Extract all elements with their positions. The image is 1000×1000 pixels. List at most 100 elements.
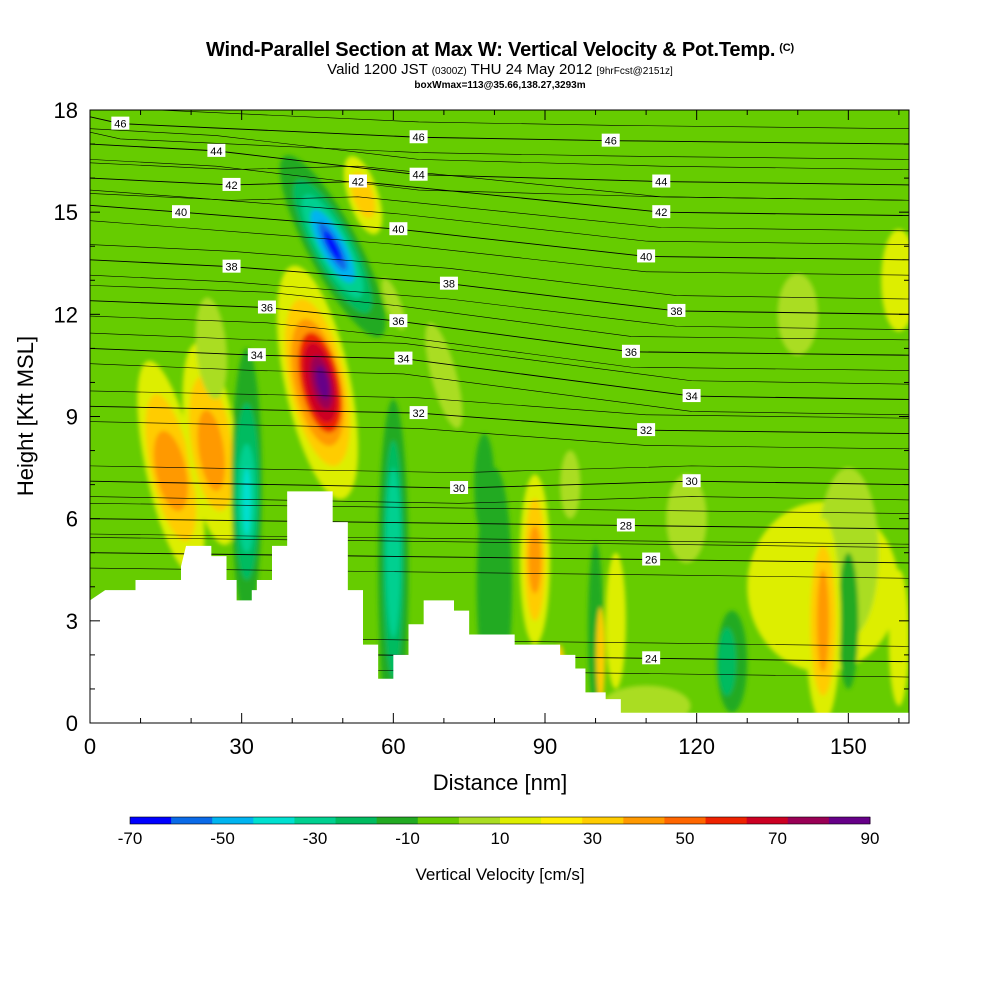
velocity-cell	[315, 365, 330, 400]
valid-utc: (0300Z)	[431, 66, 467, 77]
contour-label-box	[450, 481, 469, 495]
contour-label: 32	[412, 408, 424, 420]
theta-contour-minor	[90, 131, 909, 160]
x-tick-label: 90	[533, 734, 557, 759]
colorbar-tick-label: 90	[861, 829, 880, 848]
y-tick-label: 3	[66, 609, 78, 634]
contour-label-box	[409, 406, 428, 420]
velocity-cell	[195, 297, 228, 400]
x-tick-label: 0	[84, 734, 96, 759]
velocity-cell	[605, 552, 626, 689]
colorbar-tick-label: -50	[210, 829, 235, 848]
contour-label: 30	[685, 476, 697, 488]
contour-label-box	[616, 518, 635, 532]
contour-label-box	[172, 205, 190, 219]
colorbar-swatch	[253, 817, 295, 824]
contour-label: 44	[412, 170, 424, 182]
contour-label: 42	[352, 177, 364, 189]
theta-contour-minor	[90, 465, 909, 473]
x-tick-label: 150	[830, 734, 867, 759]
contour-label-box	[621, 344, 640, 358]
colorbar-swatch	[417, 817, 460, 824]
contour-label-box	[222, 259, 241, 273]
theta-contour-minor	[90, 159, 909, 201]
velocity-cell	[153, 430, 188, 512]
terrain	[90, 491, 909, 723]
valid-date: THU 24 May 2012	[470, 61, 593, 78]
contour-label-box	[439, 276, 458, 290]
y-axis-label: Height [Kft MSL]	[13, 336, 38, 496]
theta-contour-minor	[90, 421, 909, 450]
theta-contour-minor	[90, 193, 909, 232]
theta-contour-30	[90, 480, 909, 489]
valid-time: Valid 1200 JST	[327, 61, 428, 78]
contour-label: 40	[175, 207, 187, 219]
contour-label-box	[601, 133, 620, 147]
theta-contour-minor	[90, 533, 909, 545]
y-tick-label: 0	[66, 711, 78, 736]
velocity-cell	[425, 322, 463, 429]
colorbar-swatch	[294, 817, 337, 824]
contour-label: 36	[392, 316, 404, 328]
colorbar-swatch	[746, 817, 789, 824]
velocity-cell	[881, 229, 909, 332]
contour-label: 36	[625, 347, 637, 359]
contour-label-box	[257, 300, 276, 314]
copyright-mark: (C)	[779, 42, 794, 54]
contour-label: 42	[655, 207, 667, 219]
colorbar-tick-label: -10	[395, 829, 420, 848]
contour-label: 44	[655, 177, 667, 189]
contour-label-box	[409, 167, 428, 181]
theta-contour-32	[90, 405, 909, 434]
contour-label-box	[637, 249, 656, 263]
header: Wind-Parallel Section at Max W: Vertical…	[0, 36, 1000, 91]
colorbar: -70 -50 -30 -10 10 30 50 70 90	[118, 816, 880, 848]
contour-label-box	[222, 177, 241, 191]
theta-contour-minor	[90, 315, 909, 371]
colorbar-swatch	[335, 817, 378, 824]
contour-label-box	[394, 351, 413, 365]
theta-contour-minor	[90, 503, 909, 514]
velocity-cell	[197, 410, 226, 492]
colorbar-label: Vertical Velocity [cm/s]	[415, 865, 584, 884]
theta-contour-minor	[90, 189, 909, 245]
velocity-cell	[888, 569, 909, 706]
contour-label: 46	[605, 136, 617, 148]
contour-label-box	[207, 143, 226, 157]
contour-label: 34	[685, 391, 697, 403]
colorbar-tick-label: -70	[118, 829, 143, 848]
contour-label: 26	[645, 555, 657, 567]
contour-label-box	[111, 116, 130, 130]
contour-label-box	[642, 552, 661, 566]
y-tick-label: 6	[66, 507, 78, 532]
contour-label: 38	[443, 279, 455, 291]
x-tick-label: 60	[381, 734, 405, 759]
theta-contour-minor	[90, 332, 909, 385]
contour-label: 46	[412, 132, 424, 144]
contour-label-box	[247, 348, 266, 362]
theta-contour-minor	[90, 274, 909, 330]
x-tick-label: 120	[678, 734, 715, 759]
contour-label-box	[682, 389, 701, 403]
contour-label-box	[389, 222, 408, 236]
colorbar-swatch	[376, 817, 419, 824]
contour-label: 40	[640, 251, 652, 263]
velocity-cell	[323, 231, 342, 262]
velocity-cell	[717, 627, 737, 696]
x-tick-label: 30	[229, 734, 253, 759]
contour-label: 40	[392, 224, 404, 236]
valid-time-line: Valid 1200 JST (0300Z) THU 24 May 2012 […	[0, 62, 1000, 80]
theta-contour-minor	[90, 363, 909, 416]
contour-label-box	[682, 474, 701, 488]
colorbar-swatch	[582, 817, 624, 824]
theta-contour-minor	[151, 110, 909, 130]
y-tick-label: 12	[54, 302, 78, 327]
colorbar-frame	[129, 816, 871, 825]
contour-label-box	[637, 423, 656, 437]
contour-label: 32	[640, 425, 652, 437]
colorbar-swatch	[541, 817, 583, 824]
contour-label: 36	[261, 303, 273, 315]
y-tick-label: 9	[66, 405, 78, 430]
